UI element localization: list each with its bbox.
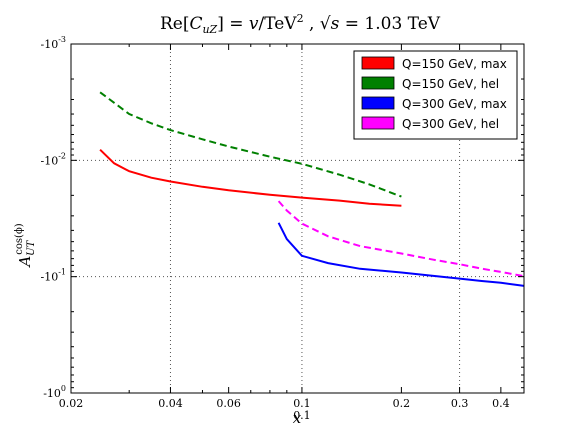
x-tick-label: 0.2	[393, 397, 411, 410]
series-line-1	[99, 148, 402, 207]
x-tick-label: 0.1	[293, 397, 311, 410]
legend: Q=150 GeV, max Q=150 GeV, hel Q=300 GeV, m…	[353, 50, 518, 140]
y-tick-labels: -10-3 -10-2 -10-1 -100	[40, 35, 66, 400]
legend-label: Q=150 GeV, max	[402, 57, 507, 71]
series-line-4	[277, 200, 525, 278]
y-tick-label: -100	[43, 384, 66, 400]
x-tick-label: 0.02	[59, 397, 84, 410]
y-axis-label: AUTcos(ϕ)	[14, 223, 37, 268]
y-tick-label: -10-2	[40, 151, 66, 167]
legend-label: Q=150 GeV, hel	[402, 77, 499, 91]
series-line-3	[277, 222, 525, 287]
legend-swatch	[361, 116, 395, 130]
legend-swatch	[361, 96, 395, 110]
legend-label: Q=300 GeV, hel	[402, 117, 499, 131]
legend-label: Q=300 GeV, max	[402, 97, 507, 111]
legend-swatch	[361, 56, 395, 70]
plot-area	[70, 43, 525, 394]
y-tick-label: -10-3	[40, 35, 66, 51]
x-tick-label: 0.06	[216, 397, 241, 410]
y-tick-label: -10-1	[40, 268, 66, 284]
x-tick-labels: 0.02 0.04 0.06 0.1 0.2 0.3 0.4 0.1	[59, 397, 510, 422]
series-layer	[99, 91, 525, 287]
x-tick-label: 0.4	[492, 397, 510, 410]
x-minor-tick-label: 0.1	[293, 409, 311, 422]
axis-ticks	[70, 43, 524, 394]
chart-title: Re[CuZ] = v/TeV2 , √s = 1.03 TeV	[160, 12, 441, 36]
legend-swatch	[361, 76, 395, 90]
x-tick-label: 0.04	[158, 397, 183, 410]
x-axis-label: x	[293, 409, 302, 427]
series-line-2	[99, 91, 402, 198]
x-tick-label: 0.3	[451, 397, 469, 410]
